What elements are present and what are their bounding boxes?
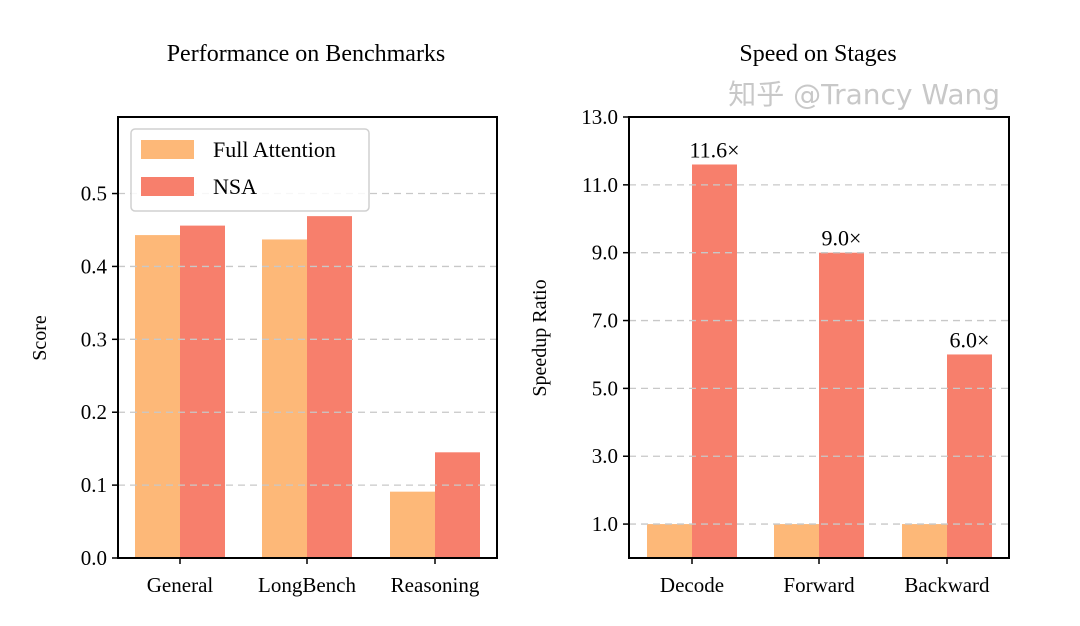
right-chart: 11.6× 9.0× 6.0× 1.0 3.0 5.0 7.0 9.0 11.0 13.0 Deco… [581, 105, 1010, 597]
left-y-axis-label: Score [29, 315, 51, 361]
bar-value-label: 6.0× [950, 327, 990, 352]
y-tick-label: 1.0 [592, 512, 618, 536]
x-tick-label: General [147, 573, 214, 597]
right-chart-title: Speed on Stages [739, 41, 896, 67]
bar-full-attention-forward [774, 524, 819, 558]
bar-value-label: 9.0× [822, 226, 862, 251]
bar-nsa-decode [692, 164, 737, 558]
left-chart-title: Performance on Benchmarks [167, 41, 446, 67]
bar-nsa-forward [819, 252, 864, 558]
x-tick-label: Reasoning [391, 573, 480, 597]
legend: Full Attention NSA [130, 128, 370, 212]
x-tick-label: LongBench [258, 573, 356, 597]
y-tick-label: 9.0 [592, 241, 618, 265]
bar-nsa-general [180, 225, 225, 558]
bar-full-attention-general [135, 235, 180, 559]
bar-full-attention-reasoning [390, 491, 435, 558]
bar-full-attention-backward [902, 524, 947, 558]
x-tick-label: Decode [660, 573, 724, 597]
legend-swatch-nsa [141, 177, 194, 196]
right-y-axis-label: Speedup Ratio [529, 279, 551, 396]
y-tick-label: 0.3 [81, 327, 107, 351]
y-tick-label: 0.1 [81, 473, 107, 497]
x-tick-label: Forward [783, 573, 855, 597]
bar-nsa-longbench [307, 216, 352, 558]
y-tick-label: 0.5 [81, 182, 107, 206]
bar-nsa-reasoning [435, 452, 480, 558]
bar-full-attention-decode [647, 524, 692, 558]
axes-frame [628, 116, 1010, 559]
y-tick-label: 11.0 [582, 173, 618, 197]
y-tick-label: 7.0 [592, 309, 618, 333]
y-tick-label: 0.4 [81, 254, 108, 278]
legend-label-full-attention: Full Attention [213, 137, 336, 162]
bar-full-attention-longbench [262, 239, 307, 558]
x-tick-label: Backward [904, 573, 990, 597]
legend-swatch-full-attention [141, 140, 194, 159]
axes-frame [117, 116, 498, 559]
y-tick-label: 5.0 [592, 376, 618, 400]
y-tick-label: 13.0 [581, 105, 618, 129]
y-tick-label: 0.0 [81, 546, 107, 570]
left-chart: 0.0 0.1 0.2 0.3 0.4 0.5 General LongBench Reason… [81, 116, 498, 597]
y-tick-label: 0.2 [81, 400, 107, 424]
legend-label-nsa: NSA [213, 174, 257, 199]
watermark: 知乎 @Trancy Wang [728, 78, 1000, 111]
bar-value-label: 11.6× [689, 137, 739, 162]
y-tick-label: 3.0 [592, 444, 618, 468]
